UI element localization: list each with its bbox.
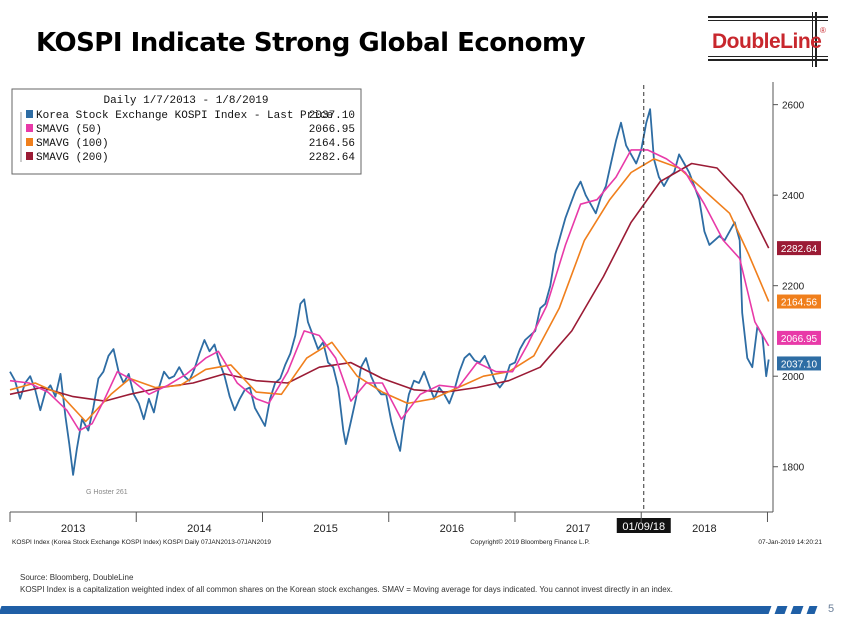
y-tick-label: 2000 (782, 372, 805, 383)
legend-swatch (26, 152, 33, 160)
last-value-tag-box (777, 294, 821, 309)
last-value-tag: 2164.56 (781, 298, 818, 309)
x-axis: 2013 2014 2015 2016 2017 2018 (9, 512, 768, 535)
legend-label: SMAVG (200) (36, 152, 109, 164)
x-tick-label: 2016 (440, 523, 464, 535)
last-value-tag-box (777, 330, 821, 345)
y-tick-label: 2600 (782, 101, 805, 112)
footer-stripe (0, 606, 772, 614)
legend-label: SMAVG (100) (36, 138, 109, 150)
chart-footer-right: 07-Jan-2019 14:20:21 (758, 539, 822, 546)
legend-swatch (26, 110, 33, 118)
footer-source: Source: Bloomberg, DoubleLine (20, 573, 134, 582)
x-tick-label: 2018 (692, 523, 716, 535)
page-number: 5 (828, 603, 835, 615)
legend: Daily 1/7/2013 - 1/8/2019 Korea Stock Ex… (11, 88, 362, 175)
last-value-tag: 2066.95 (781, 334, 818, 345)
last-value-tag-box (777, 356, 821, 371)
series-line-2 (9, 158, 770, 423)
y-axis: 1800 2000 2200 2400 2600 (773, 101, 805, 474)
chart-footer-left: KOSPI Index (Korea Stock Exchange KOSPI … (12, 539, 271, 546)
legend-rows: Korea Stock Exchange KOSPI Index - Last … (20, 110, 356, 164)
x-tick-label: 2013 (61, 523, 85, 535)
series-line-3 (9, 162, 770, 402)
legend-title: Daily 1/7/2013 - 1/8/2019 (103, 95, 268, 107)
legend-value: 2164.56 (309, 138, 355, 150)
legend-swatch (26, 138, 33, 146)
legend-value: 2066.95 (309, 124, 355, 136)
y-tick-label: 2400 (782, 191, 805, 202)
vline-label-box (616, 518, 671, 533)
series-line-1 (9, 149, 770, 432)
vline-group: 01/09/18 (616, 85, 671, 533)
series-line-0 (9, 108, 770, 476)
registered-mark: ® (820, 26, 826, 35)
y-tick-label: 2200 (782, 282, 805, 293)
x-tick-label: 2017 (566, 523, 590, 535)
series-group (9, 108, 770, 476)
vline-label: 01/09/18 (622, 521, 665, 533)
brand-logo: DoubleLine ® (708, 12, 828, 67)
legend-label: SMAVG (50) (36, 124, 102, 136)
last-value-tag: 2282.64 (781, 244, 818, 255)
brand-name: DoubleLine (712, 30, 822, 53)
legend-swatch (26, 124, 33, 132)
legend-label: Korea Stock Exchange KOSPI Index - Last … (36, 110, 333, 122)
y-tick-label: 1800 (782, 463, 805, 474)
chart-watermark: G Hoster 261 (86, 489, 128, 496)
last-value-tags: 2282.64 2164.56 2066.95 2037.10 (777, 241, 821, 371)
page-title: KOSPI Indicate Strong Global Economy (36, 28, 586, 58)
legend-value: 2282.64 (309, 152, 356, 164)
legend-box (11, 88, 362, 175)
chart-footer-center: Copyright© 2019 Bloomberg Finance L.P. (470, 538, 590, 546)
last-value-tag-box (777, 241, 821, 256)
legend-value: 2037.10 (309, 110, 355, 122)
footer-description: KOSPI Index is a capitalization weighted… (20, 585, 673, 594)
x-tick-label: 2014 (187, 523, 211, 535)
last-value-tag: 2037.10 (781, 359, 818, 370)
x-tick-label: 2015 (313, 523, 337, 535)
